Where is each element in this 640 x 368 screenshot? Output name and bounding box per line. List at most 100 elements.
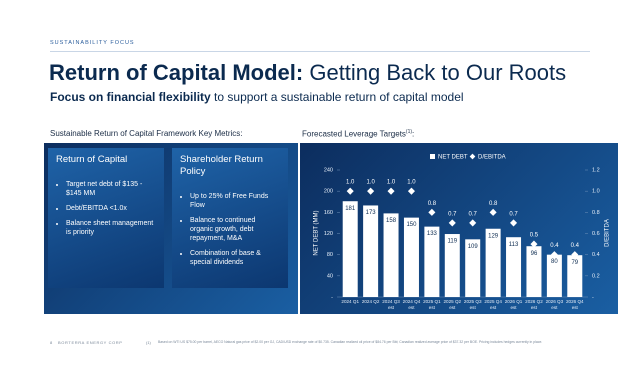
y2-tick-label: 0.2 — [592, 273, 600, 279]
bullet-list: Target net debt of $135 - $145 MM Debt/EB… — [56, 180, 156, 237]
card: Shareholder Return Policy Up to 25% of Fr… — [172, 148, 288, 288]
marker — [530, 240, 538, 248]
bar-label: 80 — [551, 259, 558, 265]
y2-axis-title: D/EBITDA — [605, 219, 611, 247]
bar-label: 181 — [345, 206, 356, 212]
marker-label: 0.5 — [530, 233, 539, 239]
bar — [363, 205, 379, 297]
bar — [383, 213, 399, 297]
title: Return of Capital Model: Getting Back to… — [49, 60, 566, 86]
bar-label: 119 — [448, 239, 458, 245]
y2-tick-label: 1.0 — [592, 189, 600, 195]
y2-tick-label: 1.2 — [592, 167, 600, 173]
legend-label: D/EBITDA — [478, 155, 506, 161]
legend-swatch — [469, 153, 476, 160]
title-bold: Return of Capital Model: — [49, 60, 304, 85]
marker-label: 0.8 — [489, 201, 498, 207]
title-rest: Getting Back to Our Roots — [309, 60, 567, 85]
bar — [485, 228, 501, 297]
x-tick-label: 2026 Q2 est — [525, 299, 543, 310]
x-tick-label: 2025 Q1 est — [423, 299, 441, 310]
bar — [403, 217, 419, 297]
marker-label: 1.0 — [407, 180, 416, 186]
marker — [367, 187, 375, 195]
bar-label: 129 — [488, 233, 499, 239]
marker-label: 1.0 — [366, 180, 375, 186]
x-tick-label: 2024 Q3 est — [382, 299, 400, 310]
marker-label: 0.8 — [428, 201, 437, 207]
x-tick-label: 2024 Q2 — [361, 299, 380, 304]
bullet: Combination of base & special dividends — [190, 249, 280, 267]
y2-tick-label: - — [592, 294, 594, 300]
y-axis-title: NET DEBT (MM) — [314, 210, 320, 255]
bar-label: 173 — [366, 210, 377, 216]
bar — [526, 246, 542, 297]
bar-label: 158 — [386, 218, 397, 224]
marker-label: 0.4 — [571, 243, 580, 249]
x-tick-label: 2025 Q4 est — [484, 299, 502, 310]
marker-label: 1.0 — [346, 180, 355, 186]
y2-tick-label: 0.4 — [592, 252, 600, 258]
marker — [489, 208, 497, 216]
bar — [567, 255, 583, 297]
bar-label: 150 — [406, 222, 417, 228]
bar — [424, 226, 440, 297]
footnote-mark: (1) — [146, 340, 151, 345]
bullet: Up to 25% of Free Funds Flow — [190, 192, 280, 210]
marker-label: 0.4 — [550, 243, 559, 249]
marker — [407, 187, 415, 195]
legend-swatch — [430, 154, 435, 159]
bullet: Target net debt of $135 - $145 MM — [66, 180, 156, 198]
x-tick-label: 2026 Q3 est — [545, 299, 564, 310]
card: Return of Capital Target net debt of $135… — [48, 148, 164, 288]
bullet: Balance sheet management is priority — [66, 219, 156, 237]
bar — [342, 201, 358, 297]
marker — [346, 187, 354, 195]
y-tick-label: 120 — [324, 231, 333, 237]
footnote: Based on WTI US $75.00 per barrel, AECO … — [158, 340, 543, 344]
marker — [469, 219, 477, 227]
marker — [571, 251, 579, 259]
x-tick-label: 2025 Q3 est — [463, 299, 482, 310]
marker — [428, 208, 436, 216]
bar-label: 109 — [468, 244, 479, 250]
x-tick-label: 2026 Q4 est — [565, 299, 584, 310]
bullet: Balance to continued organic growth, deb… — [190, 216, 280, 243]
y-tick-label: - — [331, 294, 333, 300]
marker — [387, 187, 395, 195]
bar — [465, 239, 481, 297]
chart-title: Forecasted Leverage Targets — [302, 129, 406, 139]
x-tick-label: 2026 Q1 est — [504, 299, 523, 310]
y-tick-label: 240 — [324, 167, 333, 173]
section-heading: Sustainable Return of Capital Framework … — [50, 129, 243, 138]
subtitle-rest: to support a sustainable return of capit… — [214, 90, 464, 104]
y-tick-label: 80 — [327, 252, 333, 258]
x-tick-label: 2025 Q2 est — [443, 299, 462, 310]
y2-tick-label: 0.8 — [592, 210, 600, 216]
marker — [448, 219, 456, 227]
marker-label: 1.0 — [387, 180, 396, 186]
company: BORTERRA ENERGY CORP — [58, 340, 123, 345]
rule — [50, 51, 590, 52]
y-tick-label: 200 — [324, 189, 333, 195]
card-title: Return of Capital — [56, 154, 128, 165]
bullet-list: Up to 25% of Free Funds Flow Balance to c… — [180, 192, 280, 267]
marker-label: 0.7 — [469, 211, 478, 217]
y-tick-label: 40 — [327, 273, 333, 279]
y-tick-label: 160 — [324, 210, 333, 216]
x-tick-label: 2024 Q4 est — [402, 299, 421, 310]
chart-heading: Forecasted Leverage Targets(1): — [302, 129, 414, 139]
bar-label: 79 — [571, 260, 578, 266]
bar-label: 133 — [427, 231, 438, 237]
title-suffix: : — [412, 129, 415, 139]
bar — [506, 237, 522, 297]
bar-label: 113 — [509, 242, 519, 248]
bar — [546, 254, 562, 297]
bar-label: 96 — [531, 251, 538, 257]
marker — [510, 219, 518, 227]
marker — [550, 251, 558, 259]
subtitle: Focus on financial flexibility to suppor… — [50, 90, 464, 104]
x-tick-label: 2024 Q1 — [341, 299, 360, 304]
